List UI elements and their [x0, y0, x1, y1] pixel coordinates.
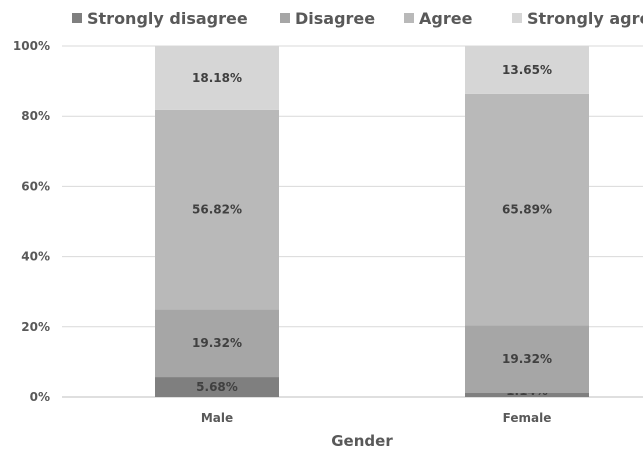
- y-tick-label: 40%: [21, 250, 50, 264]
- data-label: 18.18%: [192, 71, 242, 85]
- bar-segment: [465, 93, 589, 326]
- legend-swatch: [280, 13, 290, 23]
- data-label: 13.65%: [502, 63, 552, 77]
- data-label: 56.82%: [192, 203, 242, 217]
- legend-label: Disagree: [295, 9, 375, 28]
- data-label: 19.32%: [502, 352, 552, 366]
- x-axis-title: Gender: [331, 432, 393, 450]
- y-tick-label: 20%: [21, 320, 50, 334]
- bar-segment: [465, 325, 589, 393]
- data-label: 5.68%: [196, 380, 238, 394]
- bar-segment: [155, 309, 279, 378]
- x-axis: Male Female: [201, 411, 552, 425]
- x-category-label: Female: [503, 411, 552, 425]
- bar-segment: [155, 377, 279, 397]
- legend-swatch: [512, 13, 522, 23]
- bar-segment: [155, 109, 279, 310]
- x-category-label: Male: [201, 411, 233, 425]
- legend-label: Agree: [419, 9, 473, 28]
- data-label: 65.89%: [502, 203, 552, 217]
- legend: Strongly disagree Disagree Agree Strongly a…: [72, 9, 643, 28]
- legend-swatch: [72, 13, 82, 23]
- legend-label: Strongly disagree: [87, 9, 248, 28]
- bar-segment: [155, 46, 279, 110]
- y-tick-label: 0%: [30, 390, 50, 404]
- y-tick-label: 80%: [21, 109, 50, 123]
- legend-label: Strongly agree: [527, 9, 643, 28]
- y-tick-label: 100%: [13, 39, 50, 53]
- bars: 5.68%19.32%56.82%18.18%1.14%19.32%65.89%…: [155, 46, 589, 398]
- y-tick-label: 60%: [21, 179, 50, 193]
- y-axis: 0% 20% 40% 60% 80% 100%: [13, 39, 50, 404]
- bar-segment: [465, 392, 589, 397]
- legend-swatch: [404, 13, 414, 23]
- bar-segment: [465, 46, 589, 94]
- data-label: 19.32%: [192, 336, 242, 350]
